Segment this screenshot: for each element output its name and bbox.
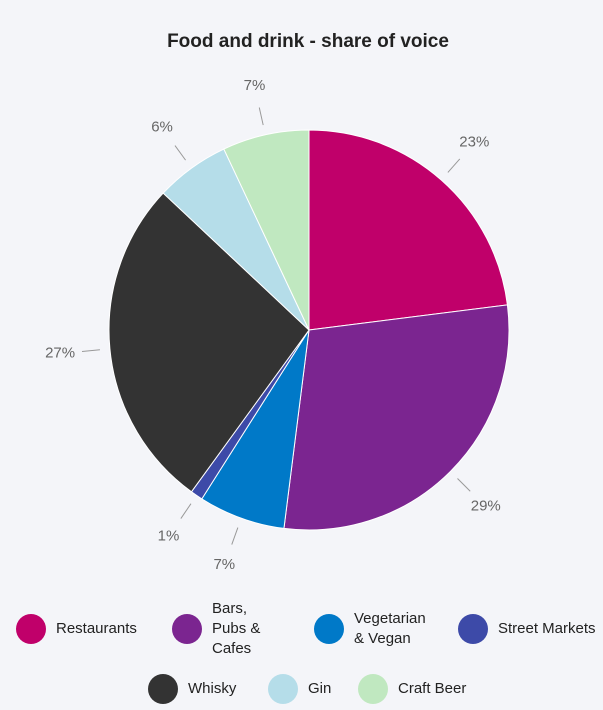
legend-swatch	[268, 674, 298, 704]
legend-item: Bars, Pubs & Cafes	[172, 600, 282, 657]
legend-label: Street Markets	[498, 620, 596, 637]
leader-line	[174, 145, 186, 161]
legend-label: Gin	[308, 680, 332, 697]
legend-swatch	[148, 674, 178, 704]
legend-label: Vegetarian & Vegan	[354, 610, 426, 647]
legend-item: Restaurants	[16, 613, 137, 645]
legend-label: Restaurants	[56, 620, 137, 637]
chart-title: Food and drink - share of voice	[167, 31, 449, 52]
leader-line	[258, 107, 264, 126]
legend-swatch	[314, 614, 344, 644]
legend-label: Craft Beer	[398, 680, 467, 697]
pie-slice	[223, 129, 310, 331]
legend-label: Bars, Pubs & Cafes	[212, 600, 261, 657]
chart: Food and drink - share of voice 23% 29% 7%…	[45, 31, 510, 573]
leader-line	[231, 527, 239, 545]
legend-swatch	[172, 614, 202, 644]
pie-slice	[308, 129, 508, 331]
data-label: 27%	[45, 344, 75, 361]
legend-swatch	[16, 614, 46, 644]
data-label: 6%	[151, 119, 173, 136]
legend-item: Craft Beer	[358, 673, 478, 705]
legend-swatch	[458, 614, 488, 644]
data-label: 23%	[459, 133, 489, 150]
legend-item: Whisky	[148, 673, 238, 705]
leader-line	[457, 478, 471, 492]
pie-slice	[108, 192, 310, 493]
data-label: 7%	[213, 556, 235, 573]
data-label: 7%	[244, 77, 266, 94]
legend-label: Whisky	[188, 680, 237, 697]
data-label: 1%	[158, 528, 180, 545]
leader-line	[447, 158, 461, 173]
legend-item: Vegetarian & Vegan	[314, 610, 426, 647]
leader-line	[180, 503, 192, 519]
legend-item: Gin	[268, 673, 348, 705]
legend-item: Street Markets	[458, 613, 598, 645]
legend-swatch	[358, 674, 388, 704]
data-label: 29%	[471, 498, 501, 515]
leader-line	[81, 349, 100, 352]
pie-slice	[283, 304, 510, 531]
